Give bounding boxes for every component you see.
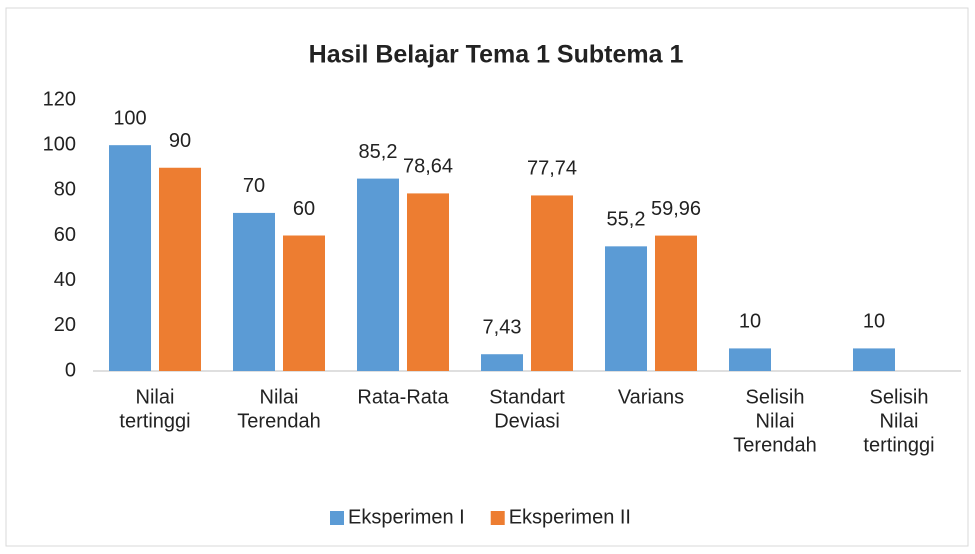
legend-label: Eksperimen II: [509, 506, 631, 528]
x-tick-label: Nilai: [880, 410, 919, 432]
data-label: 85,2: [359, 141, 398, 163]
x-tick-label: Terendah: [237, 410, 320, 432]
data-label: 78,64: [403, 156, 453, 178]
bar: [853, 348, 895, 371]
x-tick-label: Deviasi: [494, 410, 560, 432]
bar: [531, 195, 573, 371]
x-tick-label: Standart: [489, 386, 565, 408]
chart-title: Hasil Belajar Tema 1 Subtema 1: [309, 41, 684, 69]
data-label: 10: [739, 311, 761, 333]
y-tick-label: 120: [43, 88, 76, 110]
x-tick-label: Terendah: [733, 434, 816, 456]
legend-label: Eksperimen I: [348, 506, 465, 528]
data-label: 70: [243, 175, 265, 197]
y-tick-label: 100: [43, 133, 76, 155]
data-label: 59,96: [651, 198, 701, 220]
bar: [407, 193, 449, 371]
data-label: 7,43: [483, 317, 522, 339]
bar: [605, 246, 647, 371]
y-tick-label: 0: [65, 359, 76, 381]
data-label: 77,74: [527, 158, 577, 180]
x-tick-label: Varians: [618, 386, 684, 408]
bar: [283, 235, 325, 371]
legend-swatch: [490, 511, 505, 525]
data-label: 10: [863, 311, 885, 333]
x-tick-label: Nilai: [756, 410, 795, 432]
y-tick-label: 20: [54, 314, 76, 336]
bar: [357, 178, 399, 371]
x-tick-label: Rata-Rata: [357, 386, 449, 408]
x-tick-label: tertinggi: [863, 434, 934, 456]
bar: [481, 354, 523, 371]
bar: [655, 235, 697, 371]
data-label: 55,2: [607, 209, 646, 231]
bar: [233, 212, 275, 371]
data-label: 100: [113, 107, 146, 129]
y-tick-label: 80: [54, 179, 76, 201]
x-tick-label: Selisih: [746, 386, 805, 408]
bar: [109, 145, 151, 371]
x-tick-label: Nilai: [136, 386, 175, 408]
x-tick-label: Nilai: [260, 386, 299, 408]
legend-swatch: [330, 511, 344, 525]
bar: [159, 167, 201, 371]
data-label: 60: [293, 198, 315, 220]
x-tick-label: tertinggi: [119, 410, 190, 432]
y-tick-label: 40: [54, 269, 76, 291]
y-tick-label: 60: [54, 224, 76, 246]
bar: [729, 348, 771, 371]
x-tick-label: Selisih: [870, 386, 929, 408]
data-label: 90: [169, 130, 191, 152]
